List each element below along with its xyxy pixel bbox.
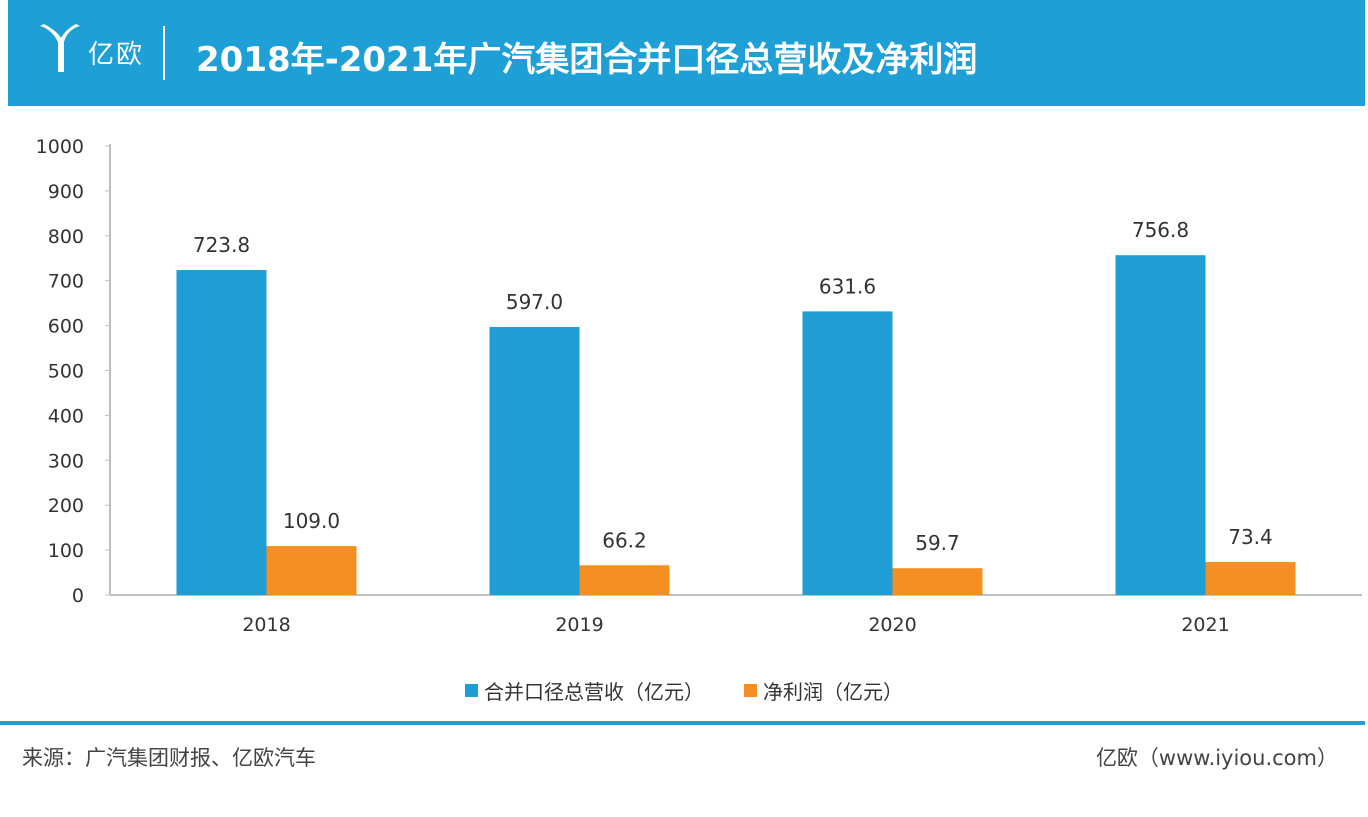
logo-divider — [163, 26, 165, 80]
revenue-data-label: 597.0 — [506, 290, 563, 314]
y-tick-label: 900 — [48, 181, 84, 203]
legend-label-revenue: 合并口径总营收（亿元） — [484, 680, 704, 704]
y-tick-label: 400 — [48, 405, 84, 427]
y-tick-label: 100 — [48, 540, 84, 562]
revenue-data-label: 756.8 — [1132, 218, 1189, 242]
legend-swatch-profit — [744, 684, 757, 697]
y-tick-label: 0 — [72, 585, 84, 607]
bar-chart: 0 100 200 300 400 500 600 700 800 900 1000 2018 723.… — [36, 136, 1362, 636]
legend-swatch-revenue — [465, 684, 478, 697]
header-banner: 亿欧 2018年-2021年广汽集团合并口径总营收及净利润 — [8, 0, 1365, 106]
profit-data-label: 109.0 — [283, 509, 340, 533]
x-tick-label: 2018 — [242, 614, 290, 636]
legend-item-profit: 净利润（亿元） — [744, 676, 903, 705]
legend-label-profit: 净利润（亿元） — [763, 680, 903, 704]
revenue-data-label: 631.6 — [819, 274, 876, 298]
profit-bar — [266, 546, 357, 595]
revenue-bar — [1115, 255, 1206, 596]
y-tick-label: 1000 — [36, 136, 84, 158]
revenue-data-label: 723.8 — [193, 233, 250, 257]
revenue-bar — [802, 311, 893, 595]
site-credit: 亿欧（www.iyiou.com） — [1095, 746, 1338, 770]
source-note: 来源：广汽集团财报、亿欧汽车 — [22, 746, 316, 770]
profit-bar — [1205, 562, 1296, 595]
y-tick-label: 600 — [48, 316, 84, 338]
profit-data-label: 66.2 — [602, 528, 647, 552]
y-tick-label: 500 — [48, 361, 84, 383]
profit-data-label: 59.7 — [915, 531, 960, 555]
x-tick-label: 2021 — [1181, 614, 1229, 636]
y-tick-label: 200 — [48, 495, 84, 517]
profit-data-label: 73.4 — [1228, 525, 1273, 549]
y-tick-label: 700 — [48, 271, 84, 293]
x-tick-label: 2019 — [555, 614, 603, 636]
logo-text: 亿欧 — [88, 40, 145, 70]
revenue-bar — [489, 326, 580, 595]
footer-divider — [0, 721, 1365, 725]
revenue-bar — [176, 270, 267, 595]
yiou-logo-icon — [40, 24, 80, 72]
page-title: 2018年-2021年广汽集团合并口径总营收及净利润 — [196, 40, 978, 80]
chart-legend: 合并口径总营收（亿元） 净利润（亿元） — [0, 676, 1368, 705]
x-tick-label: 2020 — [868, 614, 916, 636]
profit-bar — [579, 565, 670, 595]
y-tick-label: 800 — [48, 226, 84, 248]
y-tick-label: 300 — [48, 450, 84, 472]
profit-bar — [892, 568, 983, 595]
legend-item-revenue: 合并口径总营收（亿元） — [465, 676, 704, 705]
